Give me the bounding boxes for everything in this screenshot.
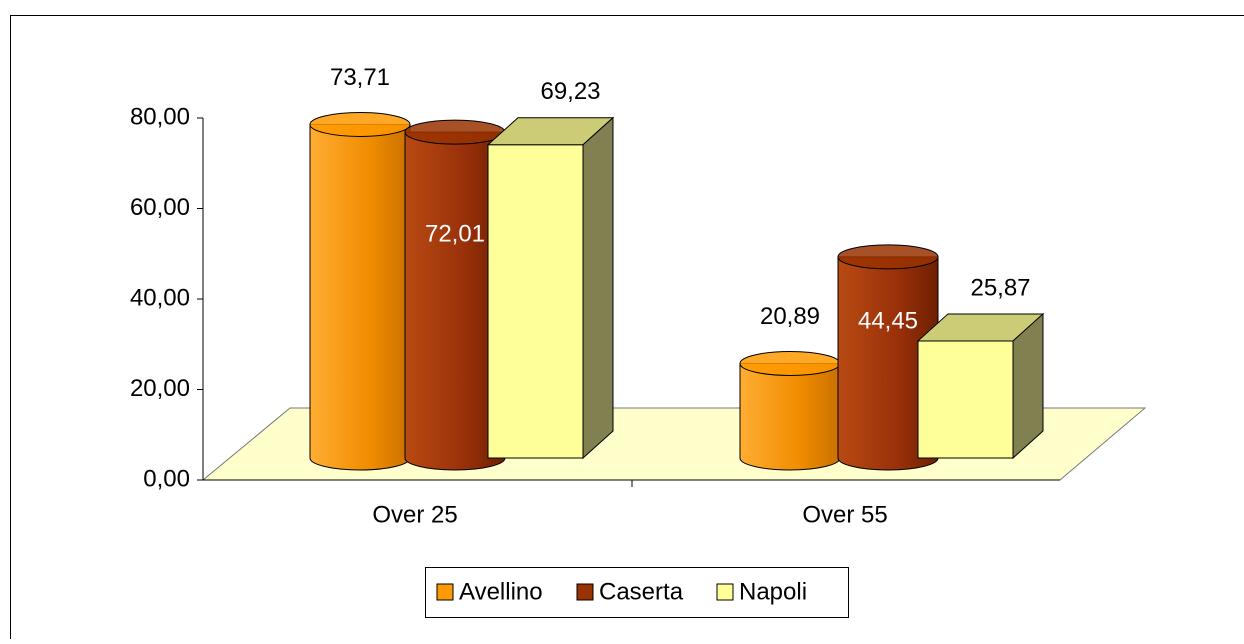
bar-front [918,341,1013,458]
data-label: 20,89 [760,303,820,330]
bar-front [488,145,583,458]
y-tick-label: 0,00 [143,465,190,492]
legend-label: Caserta [599,578,684,605]
data-label: 44,45 [858,308,918,335]
y-tick-label: 40,00 [130,284,190,311]
bar-body [310,124,410,470]
x-tick-label: Over 55 [802,501,887,528]
legend-swatch [577,584,593,600]
x-tick-label: Over 25 [372,501,457,528]
bar [918,314,1043,458]
bar [740,351,840,470]
data-label: 69,23 [540,78,600,105]
data-label: 72,01 [425,220,485,247]
data-label: 25,87 [970,274,1030,301]
legend-label: Napoli [739,578,807,605]
y-tick-label: 60,00 [130,194,190,221]
legend-swatch [437,584,453,600]
bar [310,112,410,470]
chart-border [11,16,1244,640]
bar-side [583,118,613,458]
data-label: 73,71 [330,64,390,91]
bar-top [740,351,840,375]
y-tick-label: 80,00 [130,103,190,130]
y-tick-label: 20,00 [130,375,190,402]
legend-label: Avellino [459,578,543,605]
bar-top [838,245,938,269]
bar-top [310,112,410,136]
bar-body [740,363,840,470]
bar-top [405,120,505,144]
bar [488,118,613,458]
legend-swatch [717,584,733,600]
